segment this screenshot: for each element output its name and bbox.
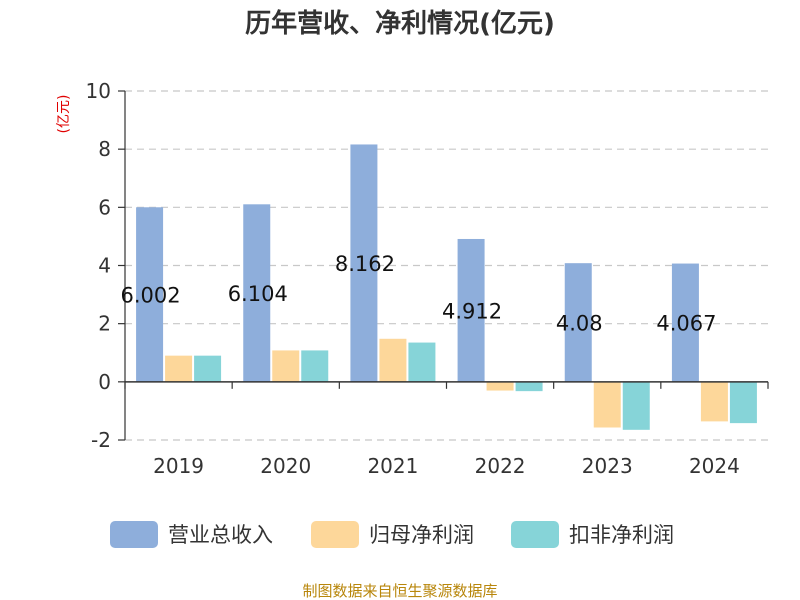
legend-label-1: 营业总收入	[168, 523, 273, 547]
bar-2024-1	[671, 263, 699, 382]
y-tick-label: 0	[98, 370, 111, 394]
bar-2022-2	[486, 381, 514, 391]
bar-2019-3	[194, 355, 222, 382]
data-label-2023: 4.08	[556, 312, 603, 336]
data-label-2022: 4.912	[442, 299, 502, 323]
legend-swatch-3	[511, 521, 559, 548]
x-tick-label: 2019	[153, 454, 204, 478]
legend-swatch-1	[110, 521, 158, 548]
chart-title: 历年营收、净利情况(亿元)	[245, 8, 555, 39]
bars	[136, 144, 757, 430]
y-tick-label: 6	[98, 195, 111, 219]
y-tick-label: 8	[98, 137, 111, 161]
bar-2024-3	[729, 381, 757, 424]
x-tick-label: 2024	[689, 454, 740, 478]
data-label-2024: 4.067	[656, 312, 716, 336]
x-tick-label: 2023	[582, 454, 633, 478]
axes: -2 0 2 4 6 8 10 2019 2020 2021 2022 2023 2024	[86, 79, 769, 478]
legend-label-2: 归母净利润	[369, 523, 474, 547]
bar-2021-2	[379, 338, 407, 382]
y-tick-label: 10	[86, 79, 111, 103]
legend: 营业总收入 归母净利润 扣非净利润	[110, 521, 674, 548]
bar-2019-1	[136, 207, 164, 382]
bar-2021-3	[408, 342, 436, 382]
x-tick-label: 2022	[475, 454, 526, 478]
data-label-2021: 8.162	[335, 252, 395, 276]
legend-label-3: 扣非净利润	[569, 523, 674, 547]
bar-2020-1	[243, 204, 271, 382]
data-label-2019: 6.002	[121, 284, 181, 308]
y-tick-label: 2	[98, 312, 111, 336]
data-label-2020: 6.104	[228, 282, 288, 306]
bar-2020-3	[301, 350, 329, 382]
bar-2022-1	[457, 238, 485, 382]
legend-swatch-2	[311, 521, 359, 548]
bar-2019-2	[165, 355, 193, 382]
bar-2023-3	[622, 381, 650, 430]
source-note: 制图数据来自恒生聚源数据库	[302, 582, 497, 600]
x-tick-label: 2020	[260, 454, 311, 478]
bar-2024-2	[700, 381, 728, 422]
bar-2020-2	[272, 350, 300, 382]
y-tick-label: -2	[91, 428, 111, 452]
data-labels: 6.002 6.104 8.162 4.912 4.08 4.067	[121, 252, 717, 336]
y-axis-unit-label: (亿元)	[56, 95, 72, 134]
bar-2023-2	[593, 381, 621, 428]
bar-2021-1	[350, 144, 378, 382]
bar-2022-3	[515, 381, 543, 392]
bar-2023-1	[564, 263, 592, 382]
y-tick-label: 4	[98, 254, 111, 278]
x-tick-label: 2021	[367, 454, 418, 478]
